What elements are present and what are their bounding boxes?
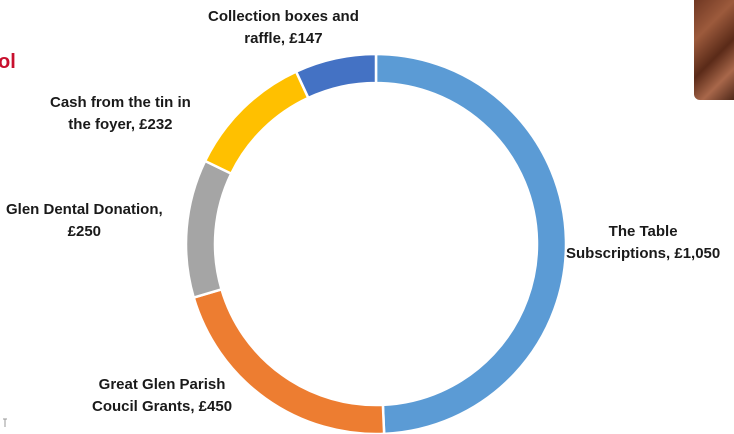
cropped-heading-fragment: ol: [0, 51, 16, 73]
label-line: Cash from the tin in: [50, 94, 191, 111]
label-line: the foyer, £232: [68, 116, 173, 133]
label-line: £250: [67, 223, 102, 240]
donut-segment-glen-dental: [184, 159, 233, 300]
label-parish-grants: Great Glen Parish Coucil Grants, £450: [92, 374, 232, 418]
label-line: raffle, £147: [244, 30, 323, 47]
photo-fragment: [694, 0, 734, 100]
label-line: Collection boxes and: [208, 8, 359, 25]
label-line: Coucil Grants, £450: [92, 398, 233, 415]
label-cash-tin: Cash from the tin in the foyer, £232: [50, 92, 191, 136]
label-table-subscriptions: The Table Subscriptions, £1,050: [566, 221, 720, 265]
label-collection-boxes: Collection boxes and raffle, £147: [208, 6, 359, 50]
label-line: Glen Dental Donation,: [6, 201, 163, 218]
donut-segment-cash-tin: [203, 69, 310, 176]
label-line: Subscriptions, £1,050: [566, 245, 721, 262]
label-line: The Table: [608, 223, 678, 240]
label-glen-dental: Glen Dental Donation, £250: [6, 199, 163, 243]
corner-mark: [3, 418, 7, 427]
donut-segment-table-subscriptions: [374, 52, 568, 434]
label-line: Great Glen Parish: [98, 376, 226, 393]
donut-segment-collection-boxes: [294, 52, 378, 100]
